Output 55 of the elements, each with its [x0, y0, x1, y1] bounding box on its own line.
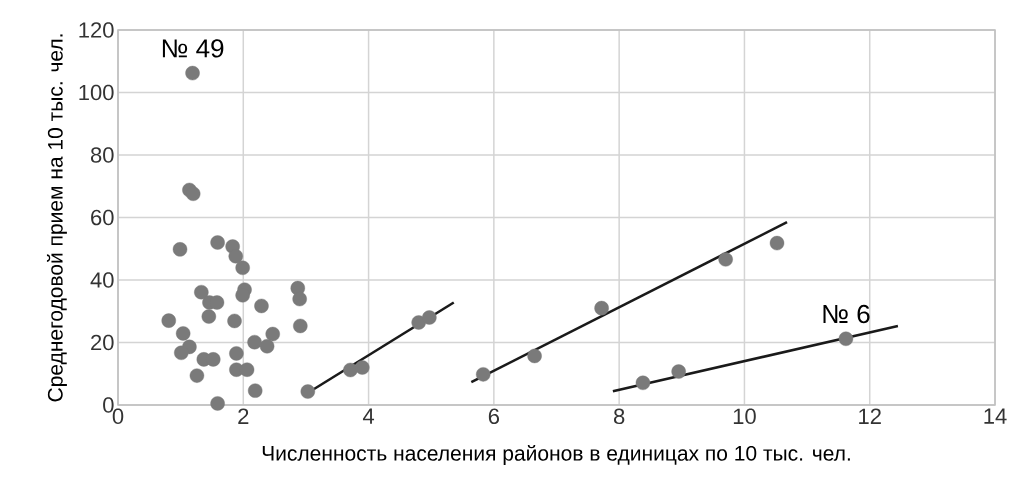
point — [718, 252, 733, 267]
point — [247, 383, 263, 398]
point — [527, 348, 542, 364]
point — [671, 364, 686, 379]
point — [292, 291, 307, 307]
x-tick-label: 12 — [859, 408, 881, 424]
point — [228, 249, 243, 264]
point — [161, 313, 176, 328]
point — [635, 375, 651, 391]
point — [185, 186, 201, 201]
y-tick-label: 40 — [90, 272, 114, 288]
point — [355, 360, 370, 375]
annotation: № 49 — [162, 39, 224, 58]
point — [254, 298, 269, 314]
x-tick-label: 4 — [362, 408, 375, 424]
point — [206, 352, 221, 367]
point — [259, 339, 275, 354]
x-tick-label: 10 — [733, 408, 756, 425]
point — [422, 310, 437, 325]
point — [175, 326, 191, 341]
point — [174, 345, 189, 361]
point — [265, 326, 280, 342]
point — [293, 318, 308, 334]
point — [194, 284, 209, 300]
point — [343, 362, 358, 378]
point — [235, 288, 250, 303]
y-tick-label: 80 — [90, 147, 114, 163]
point — [838, 331, 854, 346]
x-tick-label: 8 — [613, 408, 625, 425]
point — [172, 242, 188, 257]
point — [300, 384, 316, 399]
point — [201, 309, 217, 324]
annotation: № 6 — [823, 304, 870, 324]
point — [476, 367, 491, 382]
point — [247, 334, 262, 350]
point — [227, 313, 242, 329]
x-tick-label: 2 — [238, 408, 249, 424]
x-axis-title: Численность населения районов в единицах по 10 тыс. чел. — [262, 444, 850, 465]
point — [189, 368, 205, 383]
y-tick-label: 20 — [91, 334, 114, 351]
point — [769, 235, 785, 251]
x-tick-label: 14 — [984, 408, 1007, 424]
y-tick-label: 0 — [103, 397, 114, 413]
point — [210, 235, 225, 250]
point — [185, 65, 200, 81]
point — [239, 362, 255, 377]
point — [594, 300, 609, 316]
y-tick-label: 60 — [91, 209, 114, 226]
point — [235, 260, 250, 276]
point — [210, 396, 225, 411]
point — [229, 346, 244, 361]
y-tick-label: 120 — [79, 22, 114, 38]
y-axis-title: Среднегодовой прием на 10 тыс. чел. — [46, 34, 67, 402]
x-tick-label: 6 — [488, 408, 500, 425]
y-tick-label: 100 — [79, 84, 114, 101]
